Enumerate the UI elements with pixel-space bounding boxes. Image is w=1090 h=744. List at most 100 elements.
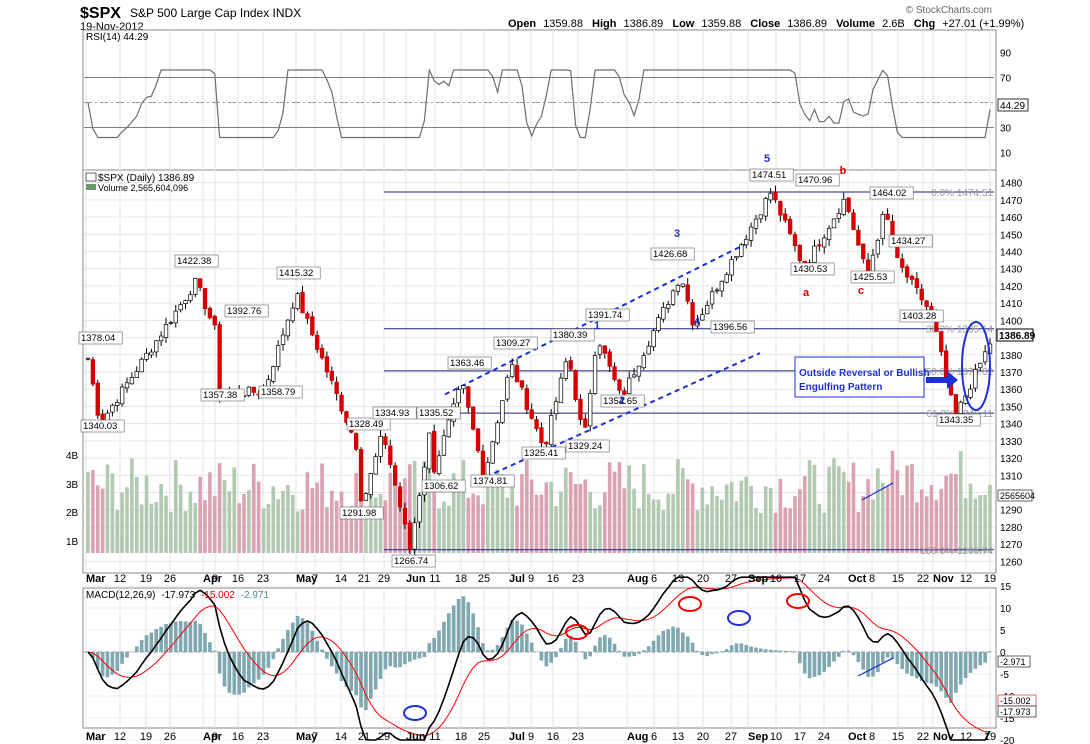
macd-histogram-bar bbox=[837, 652, 841, 657]
macd-histogram-bar bbox=[856, 652, 861, 663]
candle-body bbox=[914, 278, 920, 288]
x-tick-label: 7 bbox=[312, 573, 318, 585]
price-tick-label: 1360 bbox=[1000, 385, 1023, 396]
macd-histogram-bar bbox=[958, 652, 963, 685]
volume-bar bbox=[515, 505, 519, 553]
macd-histogram-bar bbox=[954, 652, 958, 693]
x-tick-label: 11 bbox=[429, 573, 440, 585]
volume-bar bbox=[890, 450, 895, 553]
candle-body bbox=[846, 197, 851, 212]
macd-histogram-bar bbox=[154, 629, 159, 652]
volume-bar bbox=[642, 464, 646, 553]
candle-body bbox=[334, 381, 339, 395]
price-last-box bbox=[996, 328, 1034, 342]
price-callout: 1415.32 bbox=[279, 268, 313, 279]
volume-label: Volume bbox=[836, 18, 875, 30]
volume-bar bbox=[173, 460, 178, 553]
macd-histogram-bar bbox=[261, 652, 266, 675]
candle-body bbox=[680, 283, 686, 287]
price-callout: 1426.68 bbox=[653, 249, 687, 260]
x-tick-label: 22 bbox=[917, 573, 929, 585]
candle-body bbox=[583, 418, 588, 428]
volume-bar bbox=[778, 478, 783, 553]
volume-bar bbox=[86, 471, 90, 553]
price-callout-box bbox=[565, 439, 610, 453]
candle-body bbox=[909, 275, 915, 280]
candle-body bbox=[865, 259, 871, 273]
volume-bar bbox=[529, 479, 534, 553]
wave-label: 4 bbox=[694, 316, 701, 328]
candle-body bbox=[778, 200, 783, 216]
x-tick-label: 16 bbox=[547, 731, 559, 743]
x-tick-label: 16 bbox=[547, 573, 559, 585]
price-callout: 1374.81 bbox=[473, 476, 507, 487]
volume-bar bbox=[954, 473, 958, 553]
candle-body bbox=[773, 191, 778, 201]
annotation-box bbox=[794, 356, 925, 398]
x-tick-label: 8 bbox=[869, 573, 875, 585]
volume-bar bbox=[871, 499, 875, 553]
candle-body bbox=[578, 398, 583, 420]
macd-histogram-bar bbox=[783, 650, 788, 652]
volume-bar bbox=[300, 509, 305, 553]
volume-bar bbox=[919, 489, 924, 553]
volume-bar bbox=[344, 511, 349, 553]
macd-histogram-bar bbox=[612, 643, 617, 652]
candle-body bbox=[666, 304, 671, 309]
candle-body bbox=[851, 212, 856, 230]
macd-histogram-bar bbox=[968, 652, 973, 673]
candle-body bbox=[675, 284, 681, 292]
volume-bar bbox=[169, 511, 173, 553]
macd-histogram-bar bbox=[144, 635, 149, 652]
candle-body bbox=[724, 274, 729, 283]
macd-histogram-bar bbox=[139, 640, 144, 652]
x-tick-label: 29 bbox=[378, 573, 390, 585]
macd-histogram-bar bbox=[217, 652, 222, 674]
volume-bar bbox=[739, 480, 744, 553]
macd-histogram-bar bbox=[876, 652, 880, 673]
volume-bar bbox=[612, 471, 617, 553]
macd-histogram-bar bbox=[734, 643, 739, 652]
candle-body bbox=[812, 245, 817, 263]
x-tick-label: 9 bbox=[528, 731, 534, 743]
low-value: 1359.88 bbox=[701, 18, 741, 30]
volume-bar bbox=[130, 458, 134, 553]
price-callout: 1340.03 bbox=[83, 421, 117, 432]
macd-histogram-bar bbox=[515, 620, 519, 652]
macd-histogram-bar bbox=[802, 652, 807, 674]
macd-line-last: -17.973 bbox=[1000, 707, 1031, 717]
candle-body bbox=[363, 493, 369, 501]
candle-body bbox=[539, 427, 544, 444]
volume-bar bbox=[510, 480, 515, 553]
macd-histogram-bar bbox=[100, 652, 105, 677]
x-tick-label: 16 bbox=[232, 731, 244, 743]
macd-histogram-bar bbox=[827, 652, 831, 667]
macd-histogram-bar bbox=[949, 652, 953, 703]
price-callout: 1357.38 bbox=[203, 390, 237, 401]
volume-bar bbox=[520, 474, 524, 553]
candle-body bbox=[734, 256, 739, 259]
price-tick-label: 1320 bbox=[1000, 454, 1023, 465]
macd-histogram-bar bbox=[120, 652, 124, 664]
volume-bar bbox=[744, 476, 749, 553]
price-callout-box bbox=[78, 331, 123, 345]
x-tick-label: Jun bbox=[406, 573, 426, 585]
x-tick-label: 10 bbox=[770, 731, 782, 743]
candle-body bbox=[178, 304, 183, 311]
x-tick-label: Oct bbox=[848, 731, 867, 743]
price-callout: 1396.56 bbox=[713, 322, 747, 333]
macd-histogram-bar bbox=[388, 652, 393, 667]
macd-histogram-bar bbox=[807, 652, 812, 679]
macd-legend-hist: -2.971 bbox=[241, 590, 270, 601]
candle-body bbox=[958, 401, 963, 414]
price-callout-box bbox=[276, 266, 321, 280]
x-tick-label: 17 bbox=[794, 731, 806, 743]
macd-panel bbox=[82, 587, 997, 729]
candle-body bbox=[622, 390, 627, 395]
macd-histogram-bar bbox=[773, 650, 778, 652]
price-callout: 1474.51 bbox=[752, 170, 786, 181]
candle-body bbox=[739, 244, 744, 257]
price-callout-box bbox=[470, 474, 515, 488]
